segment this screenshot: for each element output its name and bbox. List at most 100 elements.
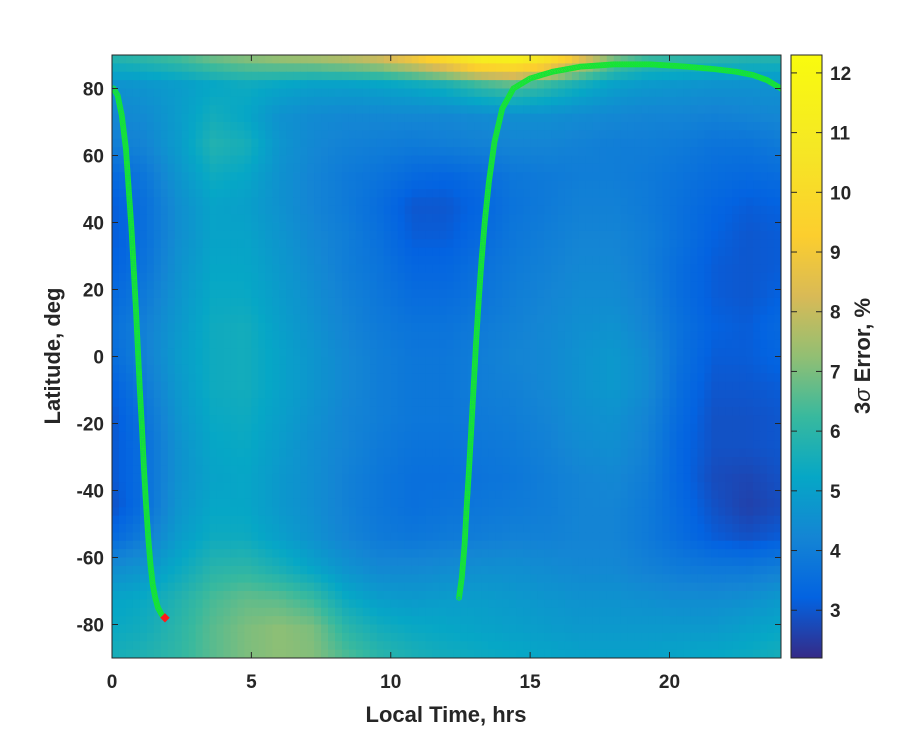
heatmap-cell (272, 264, 280, 274)
heatmap-cell (558, 431, 566, 441)
heatmap-cell (404, 356, 413, 366)
heatmap-cell (530, 440, 538, 450)
heatmap-cell (209, 138, 218, 148)
heatmap-cell (439, 71, 448, 81)
heatmap-cell (376, 80, 385, 90)
heatmap-cell (209, 105, 218, 115)
heatmap-cell (746, 264, 754, 274)
heatmap-cell (767, 473, 775, 483)
heatmap-cell (125, 80, 134, 90)
heatmap-cell (425, 71, 434, 81)
heatmap-cell (453, 465, 462, 475)
heatmap-cell (209, 440, 218, 450)
heatmap-cell (383, 180, 392, 190)
heatmap-cell (523, 172, 531, 182)
heatmap-cell (739, 289, 747, 299)
heatmap-cell (732, 96, 740, 106)
heatmap-cell (760, 473, 768, 483)
heatmap-cell (188, 423, 197, 433)
heatmap-cell (230, 247, 239, 257)
heatmap-cell (592, 155, 601, 165)
heatmap-cell (753, 230, 761, 240)
heatmap-cell (258, 272, 266, 282)
heatmap-cell (348, 281, 357, 291)
heatmap-cell (167, 189, 176, 198)
heatmap-cell (690, 406, 698, 416)
heatmap-cell (502, 80, 510, 90)
heatmap-cell (732, 331, 740, 341)
heatmap-cell (258, 457, 266, 466)
heatmap-cell (488, 281, 496, 291)
heatmap-cell (509, 431, 517, 441)
heatmap-cell (181, 381, 190, 391)
heatmap-cell (348, 230, 357, 240)
heatmap-cell (704, 247, 712, 257)
heatmap-cell (125, 356, 134, 366)
heatmap-cell (760, 122, 768, 131)
heatmap-cell (188, 364, 197, 374)
heatmap-cell (160, 163, 169, 173)
heatmap-cell (760, 155, 768, 165)
heatmap-cell (760, 147, 768, 157)
heatmap-cell (648, 155, 657, 165)
heatmap-cell (307, 390, 315, 399)
heatmap-cell (300, 122, 308, 131)
heatmap-cell (641, 189, 650, 198)
heatmap-cell (195, 331, 204, 341)
heatmap-cell (655, 138, 664, 148)
heatmap-cell (369, 147, 378, 157)
heatmap-cell (613, 230, 622, 240)
heatmap-cell (558, 348, 566, 358)
heatmap-cell (523, 465, 531, 475)
heatmap-cell (237, 147, 246, 157)
heatmap-cell (223, 272, 232, 282)
heatmap-cell (620, 55, 629, 64)
heatmap-cell (474, 398, 482, 408)
heatmap-cell (481, 339, 489, 349)
heatmap-cell (355, 180, 364, 190)
heatmap-cell (397, 398, 406, 408)
heatmap-cell (279, 239, 287, 249)
heatmap-cell (746, 415, 754, 425)
heatmap-cell (606, 96, 615, 106)
heatmap-cell (732, 180, 740, 190)
heatmap-cell (544, 297, 552, 307)
heatmap-cell (753, 440, 761, 450)
heatmap-cell (558, 339, 566, 349)
heatmap-cell (746, 398, 754, 408)
heatmap-cell (314, 448, 322, 458)
heatmap-cell (209, 80, 218, 90)
heatmap-cell (760, 431, 768, 441)
heatmap-cell (397, 348, 406, 358)
heatmap-cell (369, 105, 378, 115)
heatmap-cell (202, 482, 211, 492)
heatmap-cell (118, 306, 127, 316)
heatmap-cell (418, 398, 427, 408)
heatmap-cell (181, 364, 190, 374)
heatmap-cell (390, 390, 399, 399)
heatmap-cell (369, 239, 378, 249)
heatmap-cell (216, 440, 225, 450)
heatmap-cell (627, 105, 636, 115)
heatmap-cell (174, 163, 183, 173)
heatmap-cell (746, 381, 754, 391)
heatmap-cell (537, 323, 545, 332)
heatmap-cell (223, 482, 232, 492)
heatmap-cell (230, 297, 239, 307)
heatmap-cell (648, 473, 657, 483)
heatmap-cell (753, 381, 761, 391)
heatmap-cell (648, 323, 657, 332)
heatmap-cell (690, 482, 698, 492)
heatmap-cell (258, 130, 266, 140)
heatmap-cell (613, 339, 622, 349)
heatmap-cell (488, 373, 496, 383)
heatmap-cell (146, 381, 155, 391)
heatmap-cell (655, 96, 664, 106)
heatmap-cell (411, 440, 420, 450)
heatmap-cell (216, 457, 225, 466)
heatmap-cell (537, 155, 545, 165)
heatmap-cell (202, 80, 211, 90)
heatmap-cell (537, 55, 545, 64)
heatmap-cell (690, 448, 698, 458)
heatmap-cell (718, 423, 726, 433)
